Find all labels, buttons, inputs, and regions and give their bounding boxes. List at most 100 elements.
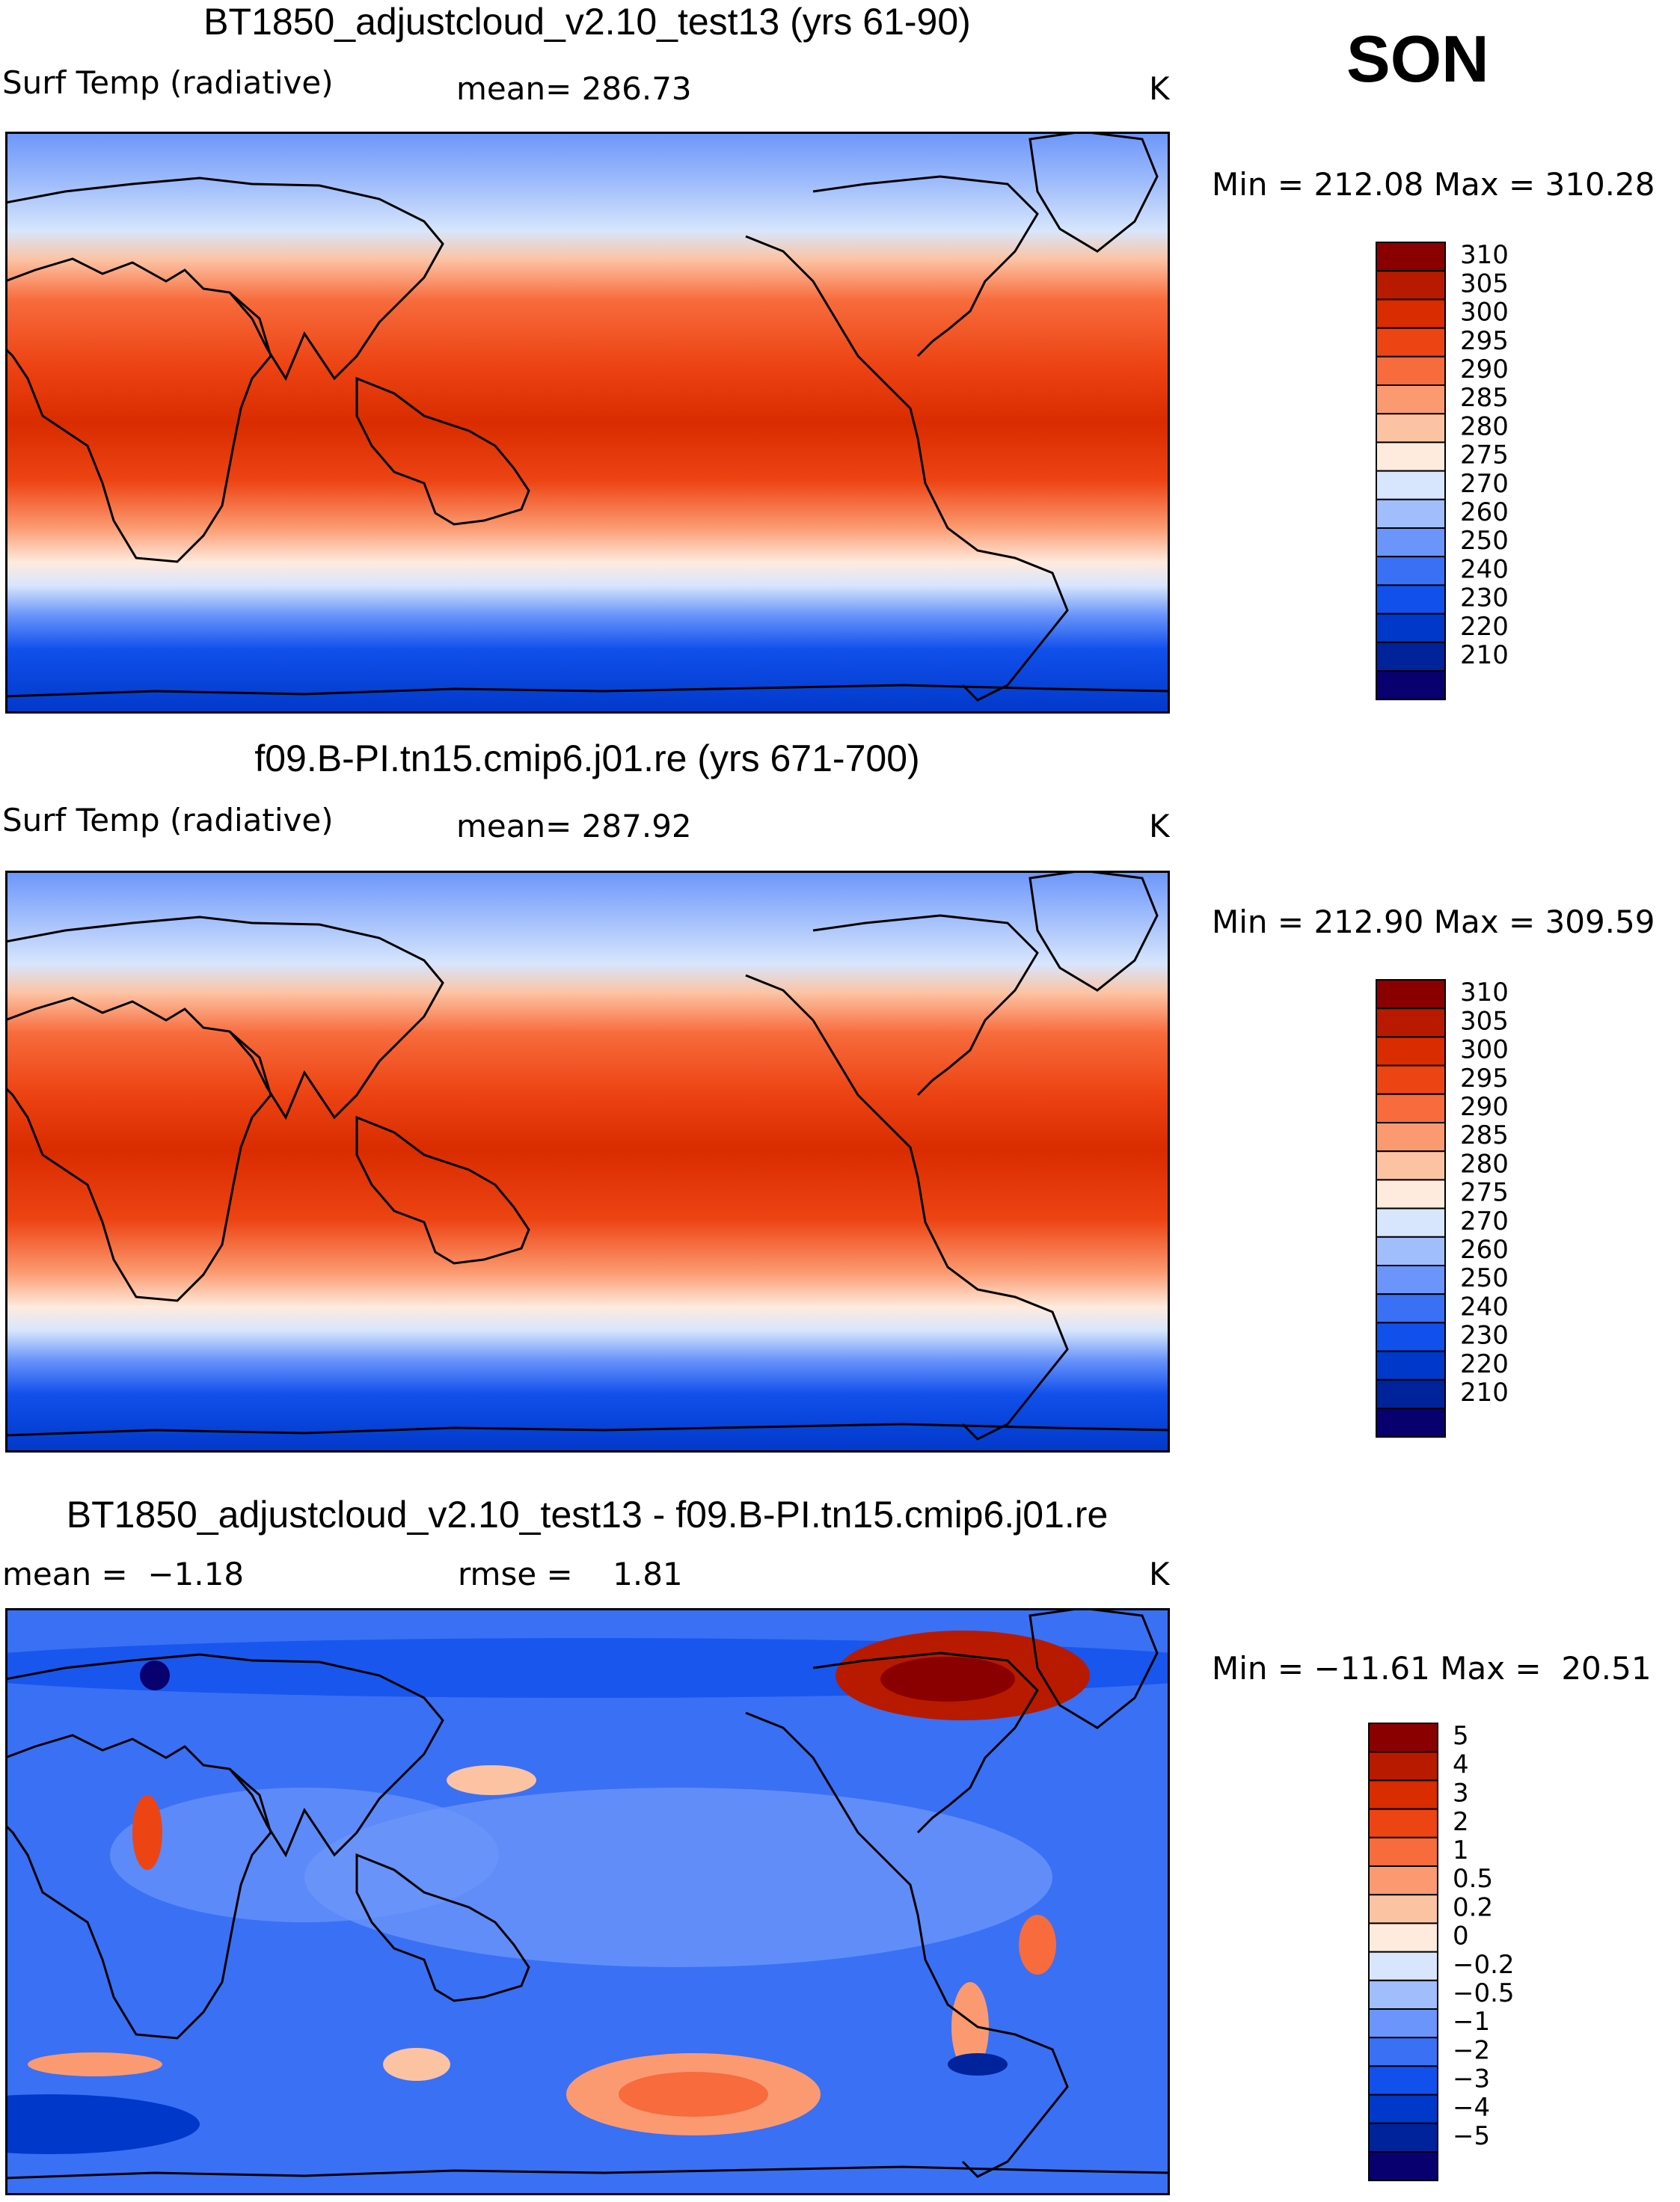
panel1-colorbar-label: 230	[1460, 583, 1509, 613]
panel3-frame	[5, 1608, 1170, 2195]
panel3-colorbar-block	[1368, 2065, 1438, 2096]
panel1-colorbar-block	[1376, 641, 1446, 672]
panel1-colorbar-block	[1376, 441, 1446, 472]
panel1-colorbar-label: 295	[1460, 326, 1509, 356]
panel1-colorbar-label: 260	[1460, 497, 1509, 527]
panel1-colorbar-label: 220	[1460, 612, 1509, 642]
panel1-colorbar: 3103053002952902852802752702602502402302…	[1376, 240, 1509, 701]
panel2-minmax: Min = 212.90 Max = 309.59	[1212, 904, 1655, 940]
panel1-colorbar-label: 275	[1460, 441, 1509, 470]
panel1-max: 310.28	[1545, 166, 1655, 203]
panel2-colorbar-block	[1376, 1350, 1446, 1381]
panel3-colorbar-label: 0	[1453, 1922, 1469, 1951]
panel1-coastlines	[5, 132, 1170, 702]
panel2-colorbar-block	[1376, 1122, 1446, 1153]
panel1-colorbar-block	[1376, 242, 1446, 272]
panel3-colorbar-label: −2	[1453, 2035, 1490, 2065]
panel3-colorbar-block	[1368, 2008, 1438, 2039]
panel2-min: 212.90	[1313, 904, 1424, 940]
panel2-colorbar-label: 230	[1460, 1321, 1509, 1351]
panel2-colorbar-block	[1376, 1036, 1446, 1067]
panel2-colorbar-block	[1376, 1236, 1446, 1266]
panel3-colorbar-label: −5	[1453, 2121, 1490, 2151]
panel1-colorbar-block	[1376, 384, 1446, 415]
panel1-colorbar-label: 240	[1460, 554, 1509, 584]
panel2-colorbar-block	[1376, 1207, 1446, 1238]
panel1-map	[5, 132, 1170, 714]
panel2-mean: mean= 287.92	[456, 808, 692, 844]
panel3-colorbar-label: −1	[1453, 2007, 1490, 2037]
panel1-colorbar-block	[1376, 670, 1446, 701]
panel3-units: K	[1149, 1556, 1170, 1592]
panel3-colorbar-block	[1368, 1979, 1438, 2010]
panel3-colorbar-label: 4	[1453, 1749, 1469, 1779]
panel2-colorbar-block	[1376, 1265, 1446, 1295]
panel2-colorbar-block	[1376, 1293, 1446, 1324]
panel1-colorbar-blocks	[1376, 242, 1446, 701]
panel1-colorbar-block	[1376, 298, 1446, 329]
panel3-minmax: Min = −11.61 Max = 20.51	[1212, 1650, 1652, 1687]
panel2-colorbar-label: 210	[1460, 1378, 1509, 1408]
panel3-coastlines	[5, 1608, 1170, 2180]
panel3-colorbar-block	[1368, 1779, 1438, 1810]
panel2-colorbar-label: 275	[1460, 1178, 1509, 1208]
panel2-max: 309.59	[1545, 904, 1655, 940]
panel3-rmse: rmse = 1.81	[458, 1556, 683, 1592]
panel3-rmse-value: 1.81	[613, 1556, 683, 1592]
panel1-field	[5, 132, 1170, 714]
panel3-title: BT1850_adjustcloud_v2.10_test13 - f09.B-…	[66, 1494, 1109, 1536]
panel2-frame	[5, 871, 1170, 1453]
panel3-colorbar-block	[1368, 2151, 1438, 2182]
panel2-units: K	[1149, 808, 1170, 844]
panel3-colorbar-block	[1368, 1723, 1438, 1753]
panel2-colorbar-label: 305	[1460, 1006, 1509, 1036]
panel2-colorbar-label: 300	[1460, 1035, 1509, 1065]
panel1-colorbar-label: 280	[1460, 411, 1509, 441]
panel3-colorbar-label: 5	[1453, 1721, 1469, 1751]
panel2-colorbar-block	[1376, 1378, 1446, 1409]
panel2-colorbar-block	[1376, 1093, 1446, 1124]
panel1-colorbar-block	[1376, 498, 1446, 529]
panel2-colorbar-blocks	[1376, 979, 1446, 1438]
panel1-colorbar-block	[1376, 556, 1446, 586]
panel1-colorbar-label: 250	[1460, 526, 1509, 556]
panel2-colorbar-label: 220	[1460, 1349, 1509, 1379]
panel3-colorbar-label: −3	[1453, 2064, 1490, 2094]
panel2-colorbar-label: 280	[1460, 1149, 1509, 1179]
panel3-colorbar-block	[1368, 2037, 1438, 2067]
panel1-mean-value: 286.73	[581, 70, 692, 107]
panel2-colorbar-block	[1376, 979, 1446, 1010]
panel1-colorbar-block	[1376, 355, 1446, 387]
panel3-colorbar-block	[1368, 2094, 1438, 2124]
panel3-colorbar-label: 1	[1453, 1835, 1469, 1865]
panel3-colorbar-block	[1368, 2122, 1438, 2153]
panel2-colorbar-block	[1376, 1064, 1446, 1095]
panel1-minmax: Min = 212.08 Max = 310.28	[1212, 166, 1655, 203]
panel1-title: BT1850_adjustcloud_v2.10_test13 (yrs 61-…	[203, 1, 971, 43]
panel1-colorbar-label: 305	[1460, 269, 1509, 298]
panel3-colorbar-label: 3	[1453, 1779, 1469, 1809]
panel1-colorbar-block	[1376, 413, 1446, 444]
panel2-colorbar: 3103053002952902852802752702602502402302…	[1376, 978, 1509, 1438]
panel2-colorbar-block	[1376, 1008, 1446, 1038]
panel1-colorbar-block	[1376, 584, 1446, 615]
panel1-min: 212.08	[1313, 166, 1424, 203]
panel3-colorbar-block	[1368, 1865, 1438, 1896]
panel2-colorbar-block	[1376, 1150, 1446, 1181]
panel3-colorbar-label: −0.2	[1453, 1950, 1515, 1980]
panel3-min: −11.61	[1313, 1650, 1430, 1687]
panel1-colorbar-block	[1376, 527, 1446, 558]
panel2-field	[5, 871, 1170, 1453]
panel1-variable: Surf Temp (radiative)	[2, 64, 334, 101]
season-label: SON	[1346, 22, 1489, 96]
panel3-map	[5, 1608, 1170, 2195]
panel2-colorbar-label: 290	[1460, 1092, 1509, 1122]
panel1-units: K	[1149, 70, 1170, 107]
panel1-colorbar-label: 285	[1460, 383, 1509, 413]
panel1-frame	[5, 132, 1170, 714]
panel3-colorbar-block	[1368, 1808, 1438, 1838]
panel1-colorbar-block	[1376, 327, 1446, 358]
panel1-colorbar-label: 210	[1460, 640, 1509, 670]
panel1-colorbar-block	[1376, 470, 1446, 500]
